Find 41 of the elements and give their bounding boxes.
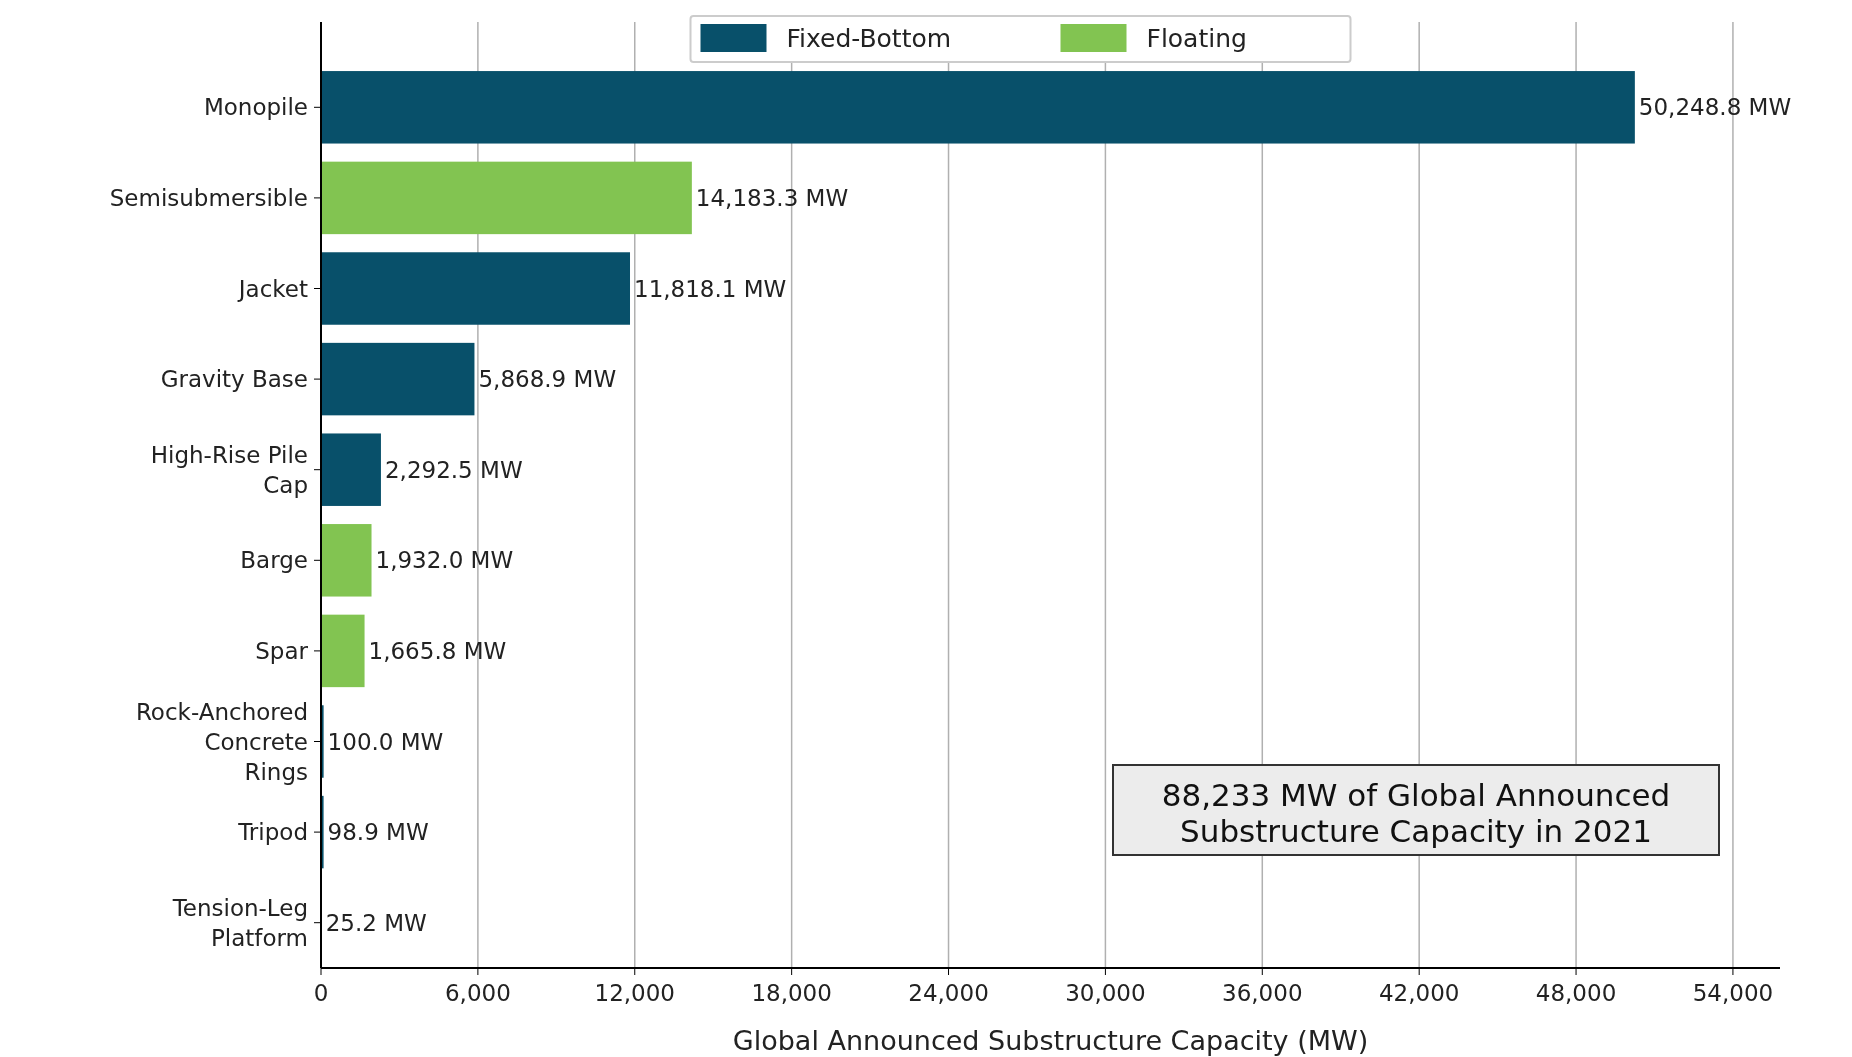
bar bbox=[321, 614, 365, 688]
y-tick-label: Jacket bbox=[236, 275, 308, 302]
x-tick-label: 36,000 bbox=[1222, 980, 1303, 1006]
y-tick-label: High-Rise Pile Cap bbox=[150, 441, 308, 498]
data-label: 1,932.0 MW bbox=[375, 547, 514, 574]
y-tick-label: Tripod bbox=[237, 819, 308, 846]
y-tick-label: Semisubmersible bbox=[109, 184, 308, 211]
legend-label: Fixed-Bottom bbox=[786, 23, 952, 53]
bar bbox=[321, 524, 372, 597]
x-tick-label: 6,000 bbox=[444, 980, 511, 1006]
legend-label: Floating bbox=[1146, 23, 1247, 53]
x-tick-label: 0 bbox=[313, 980, 329, 1006]
data-label: 25.2 MW bbox=[325, 909, 427, 936]
x-tick-label: 30,000 bbox=[1065, 980, 1146, 1006]
data-label: 98.9 MW bbox=[327, 819, 429, 846]
y-tick-label: Rock-Anchored Concrete Rings bbox=[135, 698, 308, 785]
x-tick-label: 24,000 bbox=[908, 980, 989, 1006]
data-label: 50,248.8 MW bbox=[1638, 94, 1792, 121]
data-label: 5,868.9 MW bbox=[478, 366, 617, 393]
data-label: 14,183.3 MW bbox=[695, 184, 849, 211]
bar bbox=[321, 342, 475, 416]
y-tick-label: Tension-Leg Platform bbox=[171, 894, 308, 951]
x-axis-title: Global Announced Substructure Capacity (MW) bbox=[732, 1025, 1369, 1056]
data-label: 100.0 MW bbox=[327, 728, 444, 755]
data-label: 2,292.5 MW bbox=[384, 456, 523, 483]
y-tick-label: Barge bbox=[240, 547, 308, 574]
x-tick-label: 54,000 bbox=[1692, 980, 1774, 1006]
y-tick-label: Spar bbox=[255, 637, 309, 664]
bar bbox=[321, 252, 631, 325]
y-tick-label: Gravity Base bbox=[160, 366, 308, 393]
data-label: 11,818.1 MW bbox=[634, 275, 787, 302]
y-tick-label: Monopile bbox=[203, 94, 308, 121]
annotation: 88,233 MW of Global Announced Substructure Capacity in 2021 bbox=[1161, 777, 1671, 849]
bar bbox=[321, 71, 1635, 144]
x-tick-label: 18,000 bbox=[751, 980, 832, 1006]
bar bbox=[321, 161, 692, 235]
bar bbox=[321, 433, 381, 506]
x-tick-label: 48,000 bbox=[1535, 980, 1617, 1006]
x-tick-label: 42,000 bbox=[1378, 980, 1460, 1006]
x-tick-label: 12,000 bbox=[594, 980, 676, 1006]
data-label: 1,665.8 MW bbox=[368, 637, 507, 664]
